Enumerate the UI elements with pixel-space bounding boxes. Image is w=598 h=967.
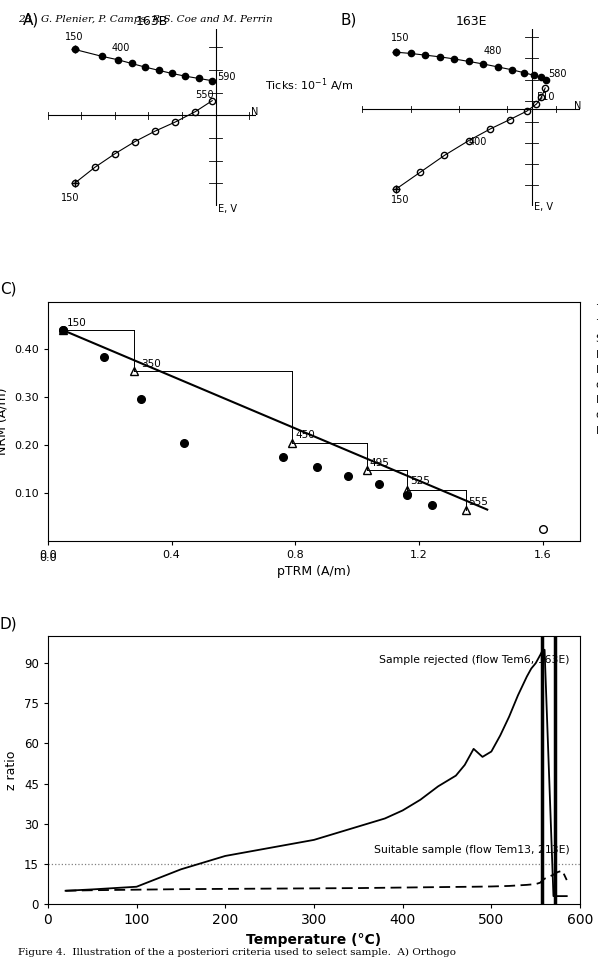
Text: 450: 450: [295, 430, 315, 440]
Text: 150: 150: [66, 318, 86, 328]
X-axis label: Temperature (°C): Temperature (°C): [246, 933, 382, 947]
Text: 480: 480: [483, 45, 502, 55]
Text: N: N: [574, 102, 582, 111]
Text: A): A): [23, 13, 39, 27]
Title: 163E: 163E: [455, 15, 487, 28]
Text: 495: 495: [370, 457, 389, 467]
Text: 150: 150: [61, 193, 80, 203]
Text: 525: 525: [410, 476, 430, 485]
Text: 400: 400: [112, 43, 130, 52]
Text: 28   G. Plenier, P. Camps, R.S. Coe and M. Perrin: 28 G. Plenier, P. Camps, R.S. Coe and M.…: [18, 15, 273, 24]
Text: B): B): [340, 13, 357, 27]
Text: 590: 590: [217, 72, 236, 81]
Text: 150: 150: [65, 32, 83, 42]
Text: Tmin: 300 °C
Tmax: 540 °C
Slope: -0.310
Blab: 50 μT
Banc: 15 μT
q: 19.5
MAD: 4.9: Tmin: 300 °C Tmax: 540 °C Slope: -0.310 …: [596, 304, 598, 435]
Title: 163B: 163B: [136, 15, 168, 28]
Text: 150: 150: [391, 33, 410, 44]
Text: E, V: E, V: [218, 204, 237, 214]
Text: 150: 150: [391, 195, 410, 205]
Text: 555: 555: [469, 497, 489, 508]
Text: 580: 580: [548, 70, 567, 79]
Y-axis label: NRM (A/m): NRM (A/m): [0, 388, 8, 454]
Y-axis label: z ratio: z ratio: [5, 750, 19, 790]
Text: 550: 550: [196, 90, 214, 100]
Text: N: N: [251, 107, 258, 117]
Text: E, V: E, V: [534, 202, 553, 212]
Text: 400: 400: [469, 137, 487, 147]
Text: Figure 4.  Illustration of the a posteriori criteria used to select sample.  A) : Figure 4. Illustration of the a posterio…: [18, 949, 456, 957]
Text: 510: 510: [536, 92, 555, 103]
X-axis label: pTRM (A/m): pTRM (A/m): [277, 566, 351, 578]
Text: C): C): [0, 281, 16, 297]
Text: Suitable sample (flow Tem13, 213E): Suitable sample (flow Tem13, 213E): [374, 845, 569, 855]
Text: Sample rejected (flow Tem6, 163E): Sample rejected (flow Tem6, 163E): [379, 656, 569, 665]
Text: 350: 350: [141, 359, 160, 368]
Text: Ticks: 10$^{-1}$ A/m: Ticks: 10$^{-1}$ A/m: [265, 76, 353, 95]
Text: D): D): [0, 616, 17, 631]
Text: 0.0: 0.0: [39, 552, 57, 563]
